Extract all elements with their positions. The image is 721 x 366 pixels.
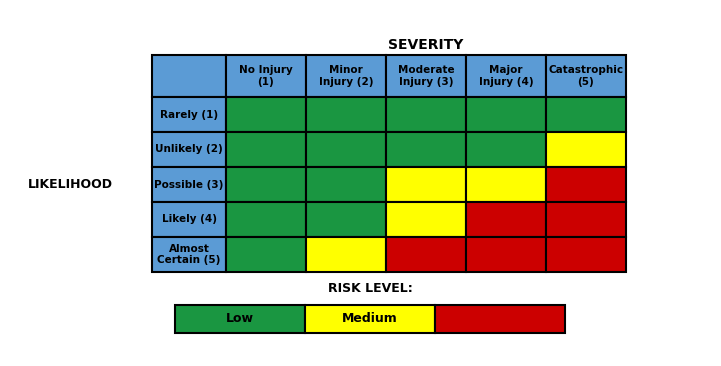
Text: Likely (4): Likely (4)	[162, 214, 216, 224]
Text: Unlikely (2): Unlikely (2)	[155, 145, 223, 154]
Text: 6: 6	[421, 142, 431, 157]
Text: 16: 16	[496, 213, 516, 227]
Bar	[546, 167, 626, 202]
Bar	[152, 132, 226, 167]
Bar	[306, 132, 386, 167]
Text: 3: 3	[261, 178, 271, 191]
Bar	[306, 202, 386, 237]
Text: LIKELIHOOD: LIKELIHOOD	[27, 178, 112, 191]
Bar	[466, 202, 546, 237]
Text: RISK LEVEL:: RISK LEVEL:	[327, 281, 412, 295]
Bar	[226, 237, 306, 272]
Text: 12: 12	[496, 178, 516, 191]
Text: Moderate
Injury (3): Moderate Injury (3)	[398, 65, 454, 87]
Bar	[306, 97, 386, 132]
Bar	[466, 55, 546, 97]
Text: 10: 10	[336, 247, 355, 261]
Text: 12: 12	[416, 213, 435, 227]
Text: 4: 4	[261, 213, 271, 227]
Text: 4: 4	[501, 108, 511, 122]
Bar	[386, 97, 466, 132]
Text: 20: 20	[576, 213, 596, 227]
Text: Rarely (1): Rarely (1)	[160, 109, 218, 120]
Bar	[175, 305, 305, 333]
Text: 20: 20	[496, 247, 516, 261]
Text: 25: 25	[576, 247, 596, 261]
Text: Major
Injury (4): Major Injury (4)	[479, 65, 534, 87]
Bar	[386, 237, 466, 272]
Bar	[386, 132, 466, 167]
Bar	[306, 237, 386, 272]
Bar	[466, 167, 546, 202]
Text: Almost
Certain (5): Almost Certain (5)	[157, 244, 221, 265]
Bar	[226, 97, 306, 132]
Text: Low: Low	[226, 313, 254, 325]
Text: 1: 1	[261, 108, 271, 122]
Text: 15: 15	[416, 247, 435, 261]
Text: 5: 5	[581, 108, 591, 122]
Text: 2: 2	[341, 108, 351, 122]
Text: Minor
Injury (2): Minor Injury (2)	[319, 65, 373, 87]
Bar	[152, 167, 226, 202]
Bar	[386, 167, 466, 202]
Text: Catastrophic
(5): Catastrophic (5)	[549, 65, 624, 87]
Text: 8: 8	[501, 142, 511, 157]
Bar	[226, 132, 306, 167]
Bar	[435, 305, 565, 333]
Text: SEVERITY: SEVERITY	[389, 38, 464, 52]
Bar	[152, 97, 226, 132]
Bar	[386, 202, 466, 237]
Bar	[226, 167, 306, 202]
Bar	[152, 55, 226, 97]
Text: 15: 15	[576, 178, 596, 191]
Text: 6: 6	[341, 178, 351, 191]
Text: 10: 10	[576, 142, 596, 157]
Text: 9: 9	[421, 178, 431, 191]
Bar	[466, 237, 546, 272]
Bar	[546, 55, 626, 97]
Text: 4: 4	[341, 142, 351, 157]
Bar	[152, 202, 226, 237]
Bar	[305, 305, 435, 333]
Text: 5: 5	[261, 247, 271, 261]
Text: Possible (3): Possible (3)	[154, 179, 224, 190]
Bar	[546, 237, 626, 272]
Text: Medium: Medium	[342, 313, 398, 325]
Bar	[306, 55, 386, 97]
Bar	[226, 55, 306, 97]
Text: 2: 2	[261, 142, 271, 157]
Text: High: High	[484, 313, 516, 325]
Bar	[306, 167, 386, 202]
Text: 3: 3	[421, 108, 431, 122]
Bar	[466, 132, 546, 167]
Bar	[386, 55, 466, 97]
Bar	[466, 97, 546, 132]
Text: 8: 8	[341, 213, 351, 227]
Bar	[226, 202, 306, 237]
Bar	[546, 97, 626, 132]
Bar	[152, 237, 226, 272]
Text: No Injury
(1): No Injury (1)	[239, 65, 293, 87]
Bar	[546, 202, 626, 237]
Bar	[546, 132, 626, 167]
